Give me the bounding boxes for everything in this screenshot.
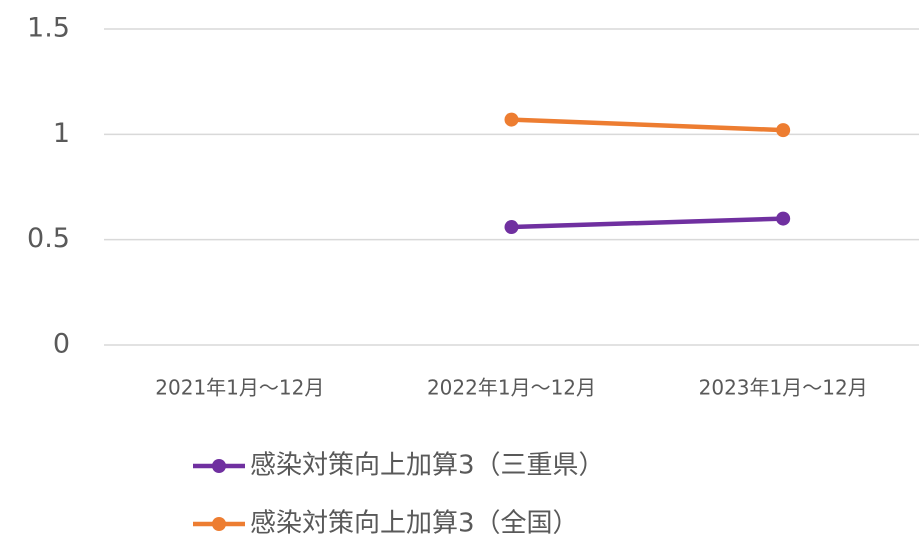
y-tick-label: 0 <box>53 329 70 360</box>
data-point <box>504 112 519 127</box>
legend-label: 感染対策向上加算3（全国） <box>250 509 579 539</box>
series-line <box>511 216 784 230</box>
series-line <box>511 117 784 133</box>
data-point <box>776 123 791 138</box>
legend-label: 感染対策向上加算3（三重県） <box>250 451 605 481</box>
legend-marker <box>212 459 226 473</box>
x-tick-label: 2022年1月～12月 <box>427 376 596 400</box>
legend-marker <box>212 517 226 531</box>
y-tick-label: 0.5 <box>27 223 70 254</box>
data-point <box>776 211 791 226</box>
x-tick-label: 2021年1月～12月 <box>155 376 324 400</box>
data-point <box>504 220 519 235</box>
x-tick-label: 2023年1月～12月 <box>699 376 868 400</box>
y-tick-label: 1.5 <box>27 13 70 44</box>
y-tick-label: 1 <box>53 118 70 149</box>
